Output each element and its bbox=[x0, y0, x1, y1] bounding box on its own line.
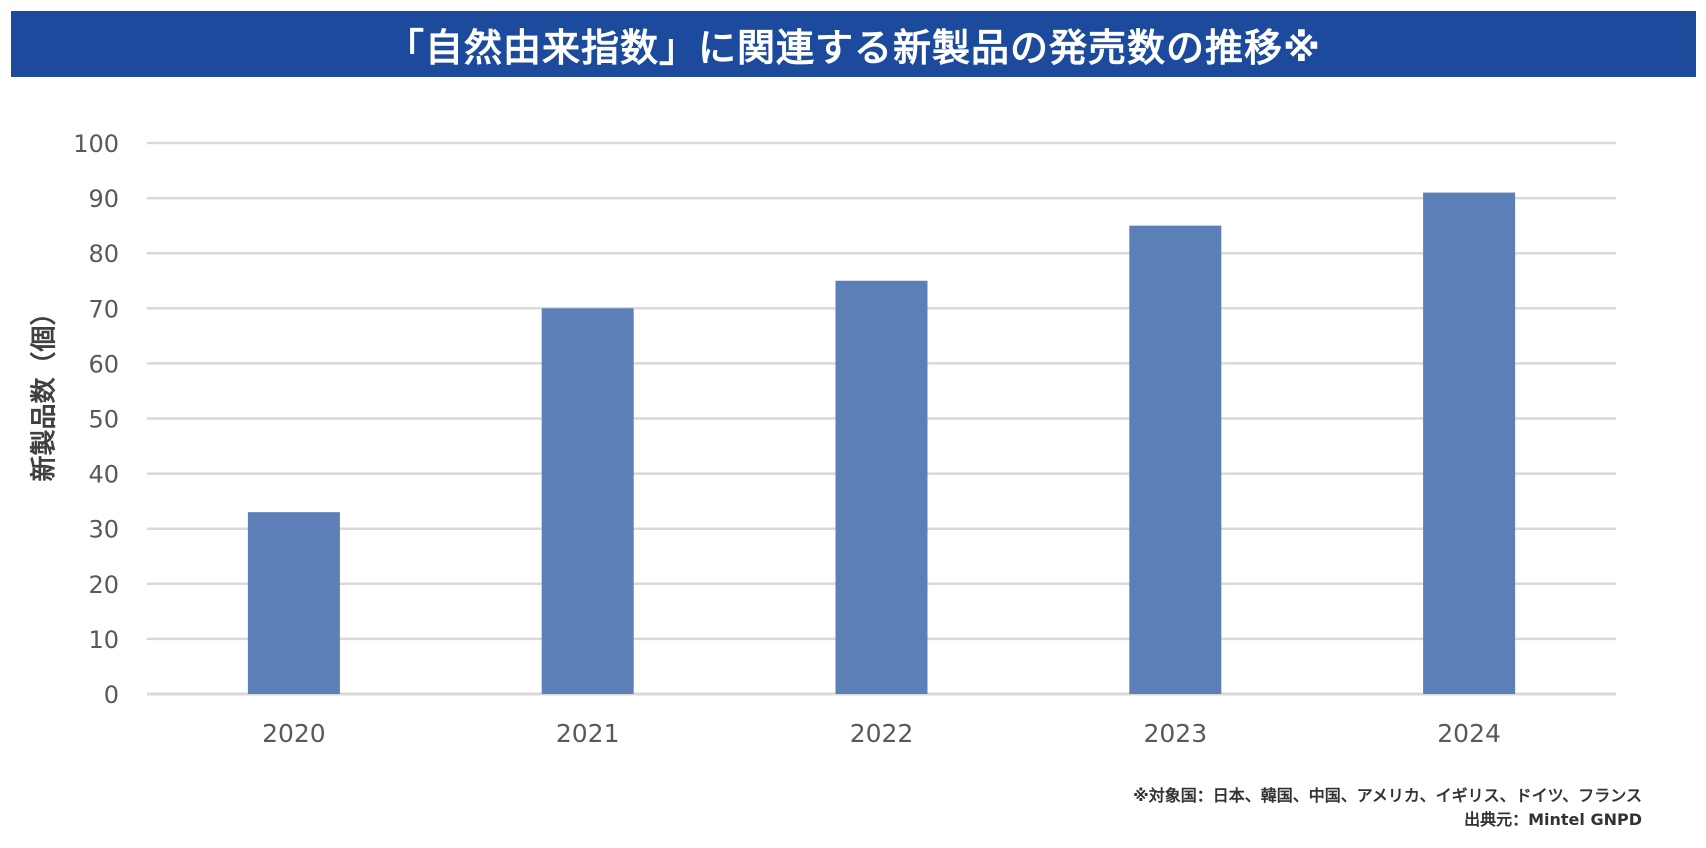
bar-2022 bbox=[835, 280, 928, 694]
bar-2021 bbox=[541, 308, 634, 694]
x-tick-label-2021: 2021 bbox=[556, 719, 620, 748]
y-axis-label-text: 新製品数（個） bbox=[29, 298, 60, 482]
x-tick-labels: 2020 2021 2022 2023 2024 bbox=[262, 719, 1501, 748]
y-tick-label: 50 bbox=[88, 406, 119, 434]
footnote-source: 出典元：Mintel GNPD bbox=[1464, 810, 1642, 829]
x-tick-label-2024: 2024 bbox=[1437, 719, 1501, 748]
y-tick-label: 30 bbox=[88, 516, 119, 544]
y-tick-label: 40 bbox=[88, 461, 119, 489]
y-tick-label: 100 bbox=[73, 130, 119, 158]
bar-2024 bbox=[1423, 192, 1516, 694]
footnote-target-countries: ※対象国：日本、韓国、中国、アメリカ、イギリス、ドイツ、フランス bbox=[1133, 786, 1642, 805]
y-tick-label: 0 bbox=[104, 681, 119, 709]
x-tick-label-2023: 2023 bbox=[1143, 719, 1207, 748]
y-tick-label: 20 bbox=[88, 571, 119, 599]
bar-2020 bbox=[247, 512, 340, 694]
chart-title: 「自然由来指数」に関連する新製品の発売数の推移※ bbox=[11, 11, 1696, 77]
y-tick-labels: 0 10 20 30 40 50 60 70 80 90 100 bbox=[73, 130, 119, 709]
y-tick-label: 80 bbox=[88, 240, 119, 268]
bar-2023 bbox=[1129, 225, 1222, 694]
y-tick-label: 90 bbox=[88, 185, 119, 213]
y-axis-label: 新製品数（個） bbox=[22, 280, 62, 500]
y-tick-label: 10 bbox=[88, 626, 119, 654]
y-tick-label: 60 bbox=[88, 350, 119, 378]
x-tick-label-2022: 2022 bbox=[850, 719, 914, 748]
bars bbox=[247, 192, 1516, 694]
y-tick-label: 70 bbox=[88, 295, 119, 323]
x-tick-label-2020: 2020 bbox=[262, 719, 326, 748]
